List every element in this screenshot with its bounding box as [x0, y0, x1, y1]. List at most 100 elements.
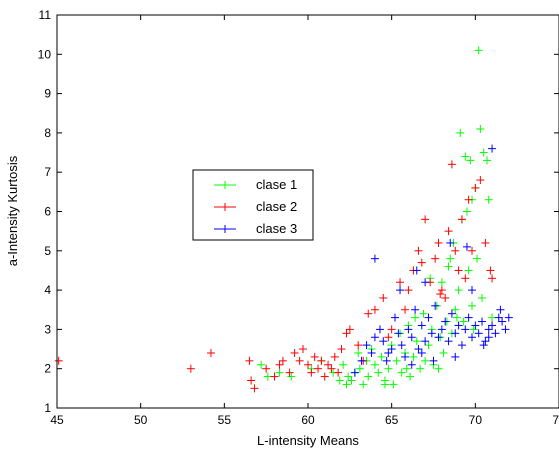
legend-label-clase-3: clase 3	[256, 221, 297, 236]
data-point	[310, 352, 319, 361]
data-point	[350, 368, 359, 377]
data-point	[339, 360, 348, 369]
data-point	[404, 325, 413, 334]
data-point	[451, 329, 460, 338]
x-tick-label: 60	[301, 413, 315, 427]
data-point	[474, 329, 483, 338]
data-point	[411, 313, 420, 322]
data-point	[54, 356, 63, 365]
series-clase-3	[350, 144, 513, 377]
data-point	[414, 246, 423, 255]
data-point	[478, 293, 487, 302]
x-tick-label: 70	[469, 413, 483, 427]
data-point	[359, 380, 368, 389]
data-point	[298, 345, 307, 354]
y-tick-label: 11	[39, 8, 52, 22]
data-point	[486, 266, 495, 275]
x-axis-label: L-intensity Means	[257, 433, 359, 448]
data-point	[456, 128, 465, 137]
data-point	[382, 356, 391, 365]
data-point	[417, 321, 426, 330]
data-point	[412, 337, 421, 346]
data-point	[488, 144, 497, 153]
data-point	[409, 352, 418, 361]
data-point	[461, 152, 470, 161]
data-point	[392, 356, 401, 365]
data-point	[464, 313, 473, 322]
data-point	[462, 242, 471, 251]
data-point	[377, 352, 386, 361]
data-point	[488, 321, 497, 330]
data-point	[270, 372, 279, 381]
data-point	[451, 246, 460, 255]
data-point	[327, 364, 336, 373]
data-point	[245, 356, 254, 365]
data-point	[494, 313, 503, 322]
data-point	[496, 305, 505, 314]
data-point	[335, 376, 344, 385]
data-point	[345, 325, 354, 334]
data-point	[421, 337, 430, 346]
data-point	[437, 286, 446, 295]
data-point	[451, 305, 460, 314]
data-point	[469, 325, 478, 334]
data-point	[484, 195, 493, 204]
data-point	[474, 46, 483, 55]
data-point	[488, 274, 497, 283]
data-point	[451, 352, 460, 361]
data-point	[370, 360, 379, 369]
data-point	[262, 364, 271, 373]
data-point	[387, 345, 396, 354]
data-point	[444, 227, 453, 236]
data-point	[417, 258, 426, 267]
data-point	[476, 124, 485, 133]
data-point	[454, 286, 463, 295]
data-point	[342, 329, 351, 338]
data-point	[441, 293, 450, 302]
data-point	[484, 325, 493, 334]
data-point	[424, 341, 433, 350]
data-point	[467, 246, 476, 255]
data-point	[421, 278, 430, 287]
data-point	[330, 352, 339, 361]
data-point	[375, 325, 384, 334]
data-point	[397, 341, 406, 350]
data-point	[401, 305, 410, 314]
x-tick-label: 50	[134, 413, 148, 427]
legend-label-clase-1: clase 1	[256, 177, 297, 192]
data-point	[439, 348, 448, 357]
data-point	[427, 329, 436, 338]
data-point	[466, 156, 475, 165]
data-point	[354, 341, 363, 350]
data-point	[397, 368, 406, 377]
data-point	[275, 360, 284, 369]
y-tick-label: 3	[44, 322, 51, 336]
data-point	[412, 266, 421, 275]
data-point	[417, 348, 426, 357]
data-point	[434, 238, 443, 247]
data-point	[263, 372, 272, 381]
data-point	[447, 309, 456, 318]
data-point	[307, 368, 316, 377]
data-point	[446, 254, 455, 263]
legend-markers	[214, 181, 236, 233]
data-point	[444, 262, 453, 271]
data-point	[476, 176, 485, 185]
data-point	[384, 364, 393, 373]
data-point	[407, 360, 416, 369]
data-point	[437, 278, 446, 287]
data-point	[354, 348, 363, 357]
y-tick-label: 10	[38, 47, 52, 61]
data-point	[454, 266, 463, 275]
y-tick-label: 8	[44, 126, 51, 140]
data-point	[464, 266, 473, 275]
data-point	[504, 313, 513, 322]
y-tick-label: 2	[44, 362, 51, 376]
data-point	[394, 329, 403, 338]
data-point	[441, 317, 450, 326]
data-point	[355, 364, 364, 373]
x-axis: 45 50 55 60 65 70 75	[50, 15, 559, 427]
data-point	[491, 329, 500, 338]
data-point	[479, 341, 488, 350]
